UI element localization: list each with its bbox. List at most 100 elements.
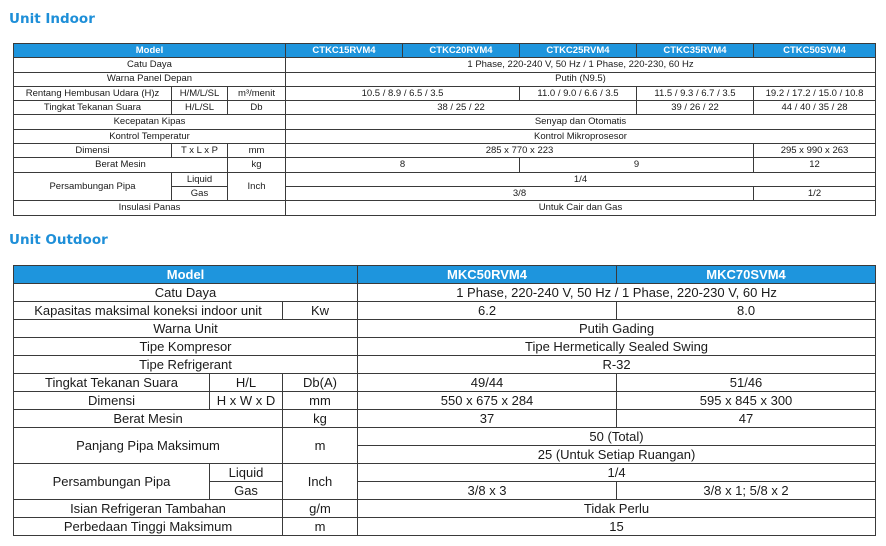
row-label: Rentang Hembusan Udara (H)z [13, 85, 172, 102]
row-label: Isian Refrigeran Tambahan [13, 499, 283, 518]
row-label: Tingkat Tekanan Suara [13, 100, 172, 116]
table-row: Berat Mesin kg 37 47 [13, 409, 877, 428]
row-unit: Kw [281, 301, 359, 320]
outdoor-model-1: MKC50RVM4 [357, 265, 618, 284]
row-value: 1/4 [357, 463, 877, 482]
row-value: 6.2 [357, 301, 618, 320]
table-row: Perbedaan Tinggi Maksimum m 15 [13, 517, 877, 536]
outdoor-header-row: Model MKC50RVM4 MKC70SVM4 [12, 265, 877, 284]
row-label: Tipe Kompresor [12, 337, 359, 356]
row-label: Berat Mesin [13, 409, 283, 428]
row-unit: m [281, 517, 359, 536]
row-label: Dimensi [13, 391, 210, 410]
row-label: Catu Daya [13, 57, 286, 73]
row-value: Putih Gading [357, 319, 877, 338]
row-label: Perbedaan Tinggi Maksimum [13, 517, 283, 536]
row-value: 39 / 26 / 22 [636, 100, 754, 116]
row-sublabel: H/M/L/SL [171, 85, 228, 102]
row-value: 595 x 845 x 300 [616, 391, 877, 410]
table-row: Kecepatan Kipas Senyap dan Otomatis [13, 114, 876, 130]
row-unit: m³/menit [227, 85, 286, 102]
row-unit: Db [227, 100, 286, 116]
row-label: Dimensi [13, 143, 172, 159]
table-row: Warna Panel Depan Putih (N9.5) [13, 71, 876, 87]
row-value: Tipe Hermetically Sealed Swing [357, 337, 877, 356]
row-label: Catu Daya [12, 283, 359, 302]
row-value: Tidak Perlu [357, 499, 877, 518]
row-value: 1 Phase, 220-240 V, 50 Hz / 1 Phase, 220… [357, 283, 877, 302]
row-value: 51/46 [616, 373, 877, 392]
row-value: 3/8 x 3 [357, 481, 618, 500]
row-value: 25 (Untuk Setiap Ruangan) [357, 445, 877, 464]
table-row: Tingkat Tekanan Suara H/L/SL Db 38 / 25 … [13, 100, 876, 116]
table-row: 25 (Untuk Setiap Ruangan) [14, 445, 877, 464]
row-label: Kapasitas maksimal koneksi indoor unit [13, 301, 283, 320]
table-row: Warna Unit Putih Gading [12, 319, 877, 338]
indoor-model-2: CTKC20RVM4 [402, 42, 520, 59]
table-row: Rentang Hembusan Udara (H)z H/M/L/SL m³/… [13, 85, 876, 102]
table-row: Gas 3/8 1/2 [14, 185, 876, 202]
row-label: Tingkat Tekanan Suara [13, 373, 210, 392]
row-value: R-32 [357, 355, 877, 374]
table-row: Berat Mesin kg 8 9 12 [13, 157, 876, 173]
row-value: 10.5 / 8.9 / 6.5 / 3.5 [285, 85, 520, 102]
row-value: 47 [616, 409, 877, 428]
row-sublabel: Liquid [209, 463, 283, 482]
row-sublabel: H/L [209, 373, 283, 392]
row-unit: mm [227, 143, 286, 159]
table-row: Tingkat Tekanan Suara H/L Db(A) 49/44 51… [13, 373, 877, 392]
row-label: Insulasi Panas [13, 200, 286, 216]
row-unit: g/m [281, 499, 359, 518]
row-value: 3/8 [285, 185, 754, 202]
table-row: Catu Daya 1 Phase, 220-240 V, 50 Hz / 1 … [13, 57, 876, 73]
row-label: Warna Panel Depan [13, 71, 286, 87]
row-label: Kontrol Temperatur [13, 128, 286, 145]
outdoor-model-2: MKC70SVM4 [616, 265, 877, 284]
row-label: Panjang Pipa Maksimum [13, 427, 283, 464]
row-value: 285 x 770 x 223 [285, 143, 754, 159]
indoor-model-5: CTKC50SVM4 [753, 42, 876, 59]
row-value: 1/4 [285, 171, 876, 187]
row-value: 19.2 / 17.2 / 15.0 / 10.8 [753, 85, 876, 102]
row-value: 49/44 [357, 373, 618, 392]
outdoor-section-title: Unit Outdoor [9, 232, 108, 248]
table-row: Isian Refrigeran Tambahan g/m Tidak Perl… [13, 499, 877, 518]
row-value: Untuk Cair dan Gas [285, 200, 876, 216]
indoor-model-3: CTKC25RVM4 [519, 42, 637, 59]
row-value: Putih (N9.5) [285, 71, 876, 87]
row-value: Senyap dan Otomatis [285, 114, 876, 130]
table-row: Tipe Refrigerant R-32 [12, 355, 877, 374]
row-label: Persambungan Pipa [13, 171, 172, 202]
table-row: Persambungan Pipa Liquid Inch 1/4 [13, 463, 877, 500]
row-value: 37 [357, 409, 618, 428]
row-sublabel: T x L x P [171, 143, 228, 159]
indoor-model-header: Model [13, 42, 286, 59]
row-value: 11.0 / 9.0 / 6.6 / 3.5 [519, 85, 637, 102]
row-value: 11.5 / 9.3 / 6.7 / 3.5 [636, 85, 754, 102]
row-value: 295 x 990 x 263 [753, 143, 876, 159]
row-unit: m [281, 427, 359, 464]
row-value: 15 [357, 517, 877, 536]
indoor-header-row: Model CTKC15RVM4 CTKC20RVM4 CTKC25RVM4 C… [13, 42, 876, 59]
table-row: Catu Daya 1 Phase, 220-240 V, 50 Hz / 1 … [12, 283, 877, 302]
indoor-section-title: Unit Indoor [9, 11, 95, 27]
table-row: Insulasi Panas Untuk Cair dan Gas [13, 200, 876, 216]
row-label: Tipe Refrigerant [12, 355, 359, 374]
row-value: 8.0 [616, 301, 877, 320]
table-row: Panjang Pipa Maksimum m 50 (Total) [13, 427, 877, 464]
row-label: Warna Unit [12, 319, 359, 338]
row-sublabel: H/L/SL [171, 100, 228, 116]
row-label: Persambungan Pipa [13, 463, 210, 500]
row-value: 1/2 [753, 185, 876, 202]
row-sublabel: Liquid [171, 171, 228, 187]
row-value: 1 Phase, 220-240 V, 50 Hz / 1 Phase, 220… [285, 57, 876, 73]
table-row: Tipe Kompresor Tipe Hermetically Sealed … [12, 337, 877, 356]
row-value: 9 [519, 157, 754, 173]
table-row: Kontrol Temperatur Kontrol Mikroprosesor [13, 128, 876, 145]
outdoor-spec-table: Model MKC50RVM4 MKC70SVM4 Catu Daya 1 Ph… [12, 265, 877, 536]
table-row: Dimensi H x W x D mm 550 x 675 x 284 595… [13, 391, 877, 410]
row-sublabel: Gas [171, 185, 228, 202]
row-sublabel: H x W x D [209, 391, 283, 410]
outdoor-model-header: Model [12, 265, 359, 284]
row-unit: Inch [227, 171, 286, 202]
